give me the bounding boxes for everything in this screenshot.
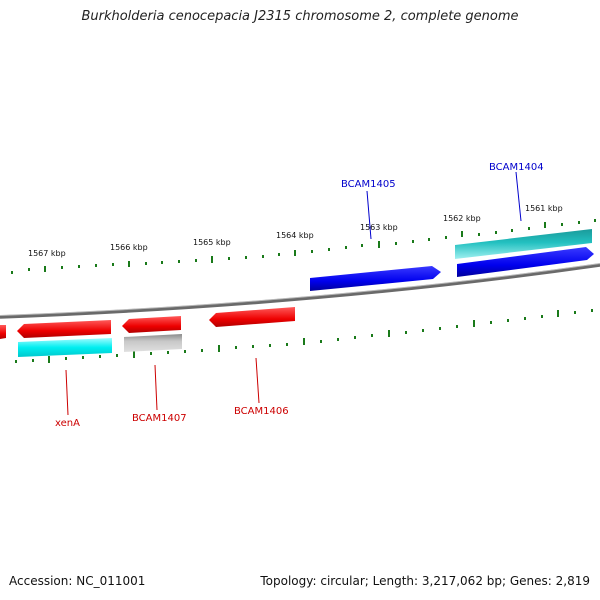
gene-bcam1405[interactable] xyxy=(310,266,441,291)
gene-xena[interactable] xyxy=(17,320,111,338)
genome-summary-text: Topology: circular; Length: 3,217,062 bp… xyxy=(260,574,590,588)
scale-label-1565: 1565 kbp xyxy=(193,238,231,247)
label-bcam1407: BCAM1407 xyxy=(132,413,187,424)
feature-teal-bcam1404[interactable] xyxy=(455,229,592,259)
leader-bcam1405 xyxy=(366,190,372,240)
gene-bcam1406[interactable] xyxy=(209,307,295,327)
leader-bcam1404 xyxy=(515,171,522,222)
lower-scale-ticks xyxy=(15,309,593,363)
scale-label-1561: 1561 kbp xyxy=(525,204,563,213)
map-title: Burkholderia cenocepacia J2315 chromosom… xyxy=(81,9,519,24)
accession-text: Accession: NC_011001 xyxy=(9,574,146,588)
feature-cyan-xena[interactable] xyxy=(18,338,112,357)
label-bcam1406: BCAM1406 xyxy=(234,406,289,417)
scale-label-1562: 1562 kbp xyxy=(443,214,481,223)
leader-xena xyxy=(65,369,69,416)
leader-bcam1406 xyxy=(255,357,260,404)
gene-bcam1407[interactable] xyxy=(122,316,181,333)
gene-partial-left[interactable] xyxy=(0,325,6,339)
scale-label-1567: 1567 kbp xyxy=(28,249,66,258)
leader-bcam1407 xyxy=(154,364,158,411)
label-xena: xenA xyxy=(55,418,80,429)
scale-label-1564: 1564 kbp xyxy=(276,231,314,240)
chromosome-backbone xyxy=(0,263,600,319)
upper-scale-ticks xyxy=(11,219,596,274)
label-bcam1405: BCAM1405 xyxy=(341,179,396,190)
label-bcam1404: BCAM1404 xyxy=(489,162,544,173)
scale-label-1566: 1566 kbp xyxy=(110,243,148,252)
feature-grey-bcam1407[interactable] xyxy=(124,334,182,352)
scale-label-1563: 1563 kbp xyxy=(360,223,398,232)
gene-bcam1404[interactable] xyxy=(457,247,594,277)
